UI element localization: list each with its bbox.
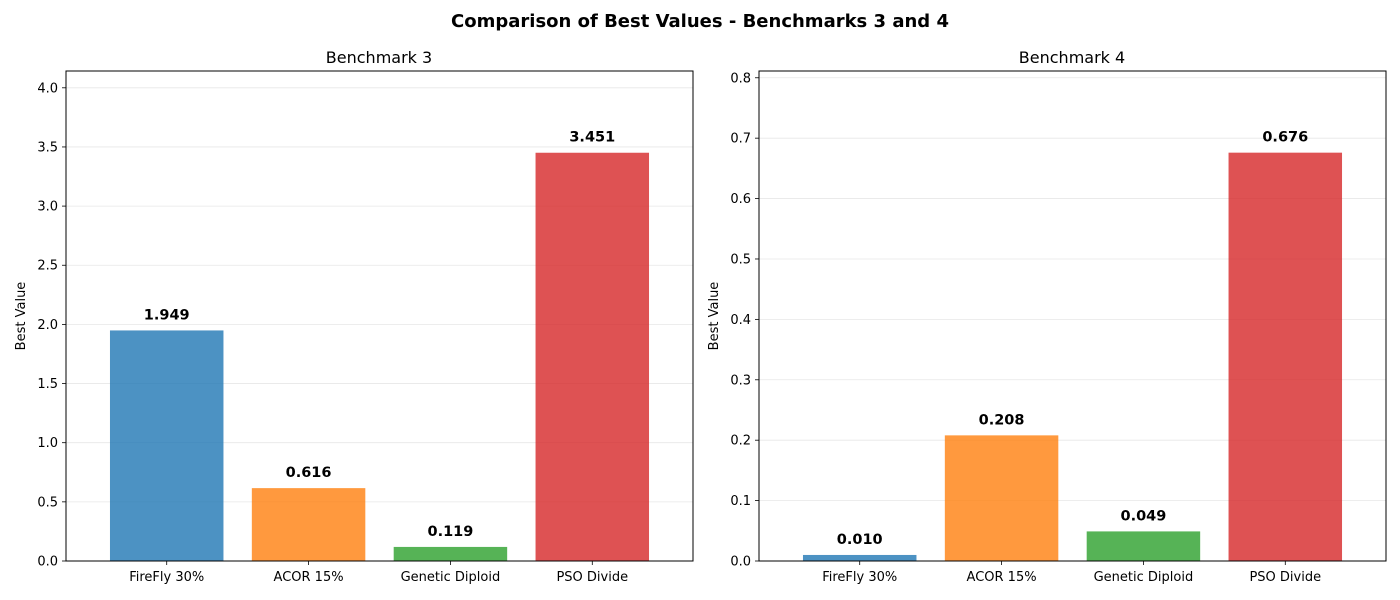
chart-title: Benchmark 4 <box>1019 48 1125 67</box>
y-tick-label: 0.3 <box>730 373 751 388</box>
y-axis-label: Best Value <box>14 282 29 351</box>
y-tick-label: 0.2 <box>730 434 751 449</box>
axes-frame <box>758 70 1387 562</box>
bar-firefly-30- <box>109 330 224 561</box>
data-label: 0.049 <box>1120 508 1166 524</box>
bar-pso-divide <box>535 152 650 561</box>
data-label: 0.119 <box>427 524 473 540</box>
bar-acor-15- <box>251 488 366 561</box>
data-label: 0.676 <box>1262 130 1308 146</box>
y-tick-label: 0.1 <box>730 494 751 509</box>
bar-acor-15- <box>944 435 1059 561</box>
data-label: 3.451 <box>569 130 615 146</box>
figure-title: Comparison of Best Values - Benchmarks 3… <box>451 11 949 32</box>
x-tick-label: ACOR 15% <box>967 570 1037 585</box>
x-tick-label: FireFly 30% <box>129 570 204 585</box>
y-tick-label: 0.7 <box>730 132 751 147</box>
data-label: 1.949 <box>144 307 190 323</box>
x-tick-label: PSO Divide <box>556 570 628 585</box>
y-tick-label: 2.5 <box>37 259 58 274</box>
y-tick-label: 1.5 <box>37 377 58 392</box>
y-tick-label: 0.0 <box>730 555 751 570</box>
y-tick-label: 1.0 <box>37 436 58 451</box>
y-tick-label: 0.8 <box>730 71 751 86</box>
y-tick-label: 4.0 <box>37 81 58 96</box>
y-tick-label: 0.6 <box>730 192 751 207</box>
y-tick-label: 0.5 <box>37 495 58 510</box>
y-tick-label: 2.0 <box>37 318 58 333</box>
y-tick-label: 3.0 <box>37 200 58 215</box>
data-label: 0.208 <box>979 412 1025 428</box>
y-axis-label: Best Value <box>707 282 722 351</box>
y-tick-label: 0.0 <box>37 555 58 570</box>
y-tick-label: 0.5 <box>730 252 751 267</box>
chart-benchmark-4: Benchmark 4 Best Value 0.010 FireFly 30% 0… <box>707 48 1387 585</box>
data-label: 0.010 <box>837 532 883 548</box>
bar-genetic-diploid <box>1086 531 1201 561</box>
x-tick-label: Genetic Diploid <box>401 570 501 585</box>
x-tick-label: ACOR 15% <box>274 570 344 585</box>
bar-pso-divide <box>1228 152 1343 561</box>
bar-genetic-diploid <box>393 546 508 561</box>
axes-frame <box>65 70 694 562</box>
y-tick-label: 3.5 <box>37 140 58 155</box>
x-tick-label: Genetic Diploid <box>1094 570 1194 585</box>
chart-benchmark-3: Benchmark 3 Best Value 1.949 FireFly 30% 0… <box>14 48 694 585</box>
x-tick-label: PSO Divide <box>1249 570 1321 585</box>
y-tick-label: 0.4 <box>730 313 751 328</box>
chart-title: Benchmark 3 <box>326 48 432 67</box>
x-tick-label: FireFly 30% <box>822 570 897 585</box>
data-label: 0.616 <box>286 465 332 481</box>
bar-firefly-30- <box>802 554 917 561</box>
